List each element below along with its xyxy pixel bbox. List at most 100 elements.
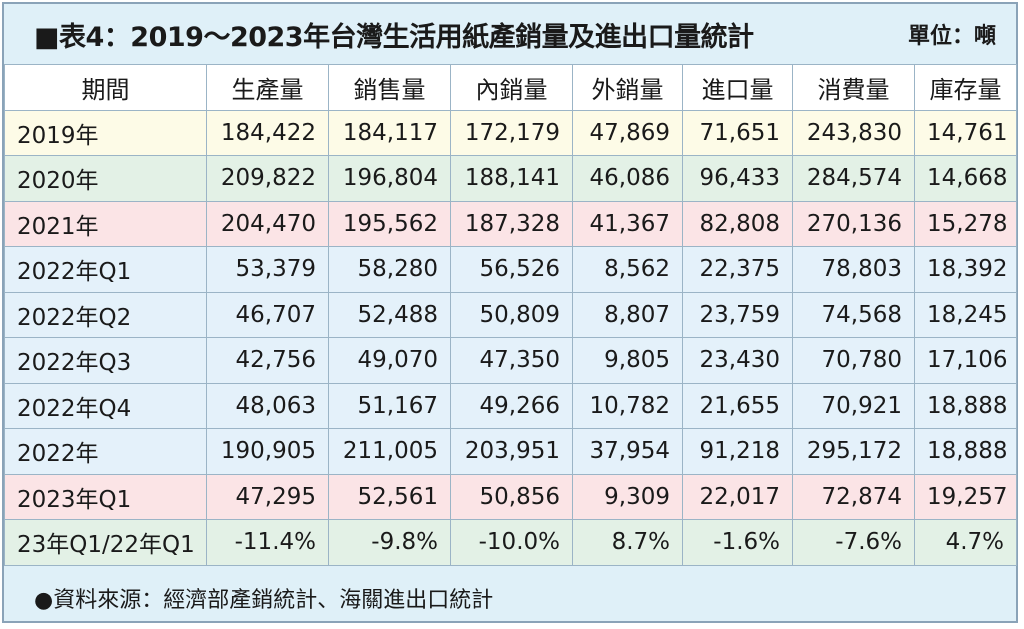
value-cell: 47,350	[450, 337, 573, 384]
value-cell: 52,488	[328, 291, 451, 338]
column-header-consumption: 消費量	[792, 64, 915, 111]
value-cell: 18,888	[914, 382, 1017, 429]
value-cell: 190,905	[206, 428, 329, 475]
value-cell: 14,761	[914, 109, 1017, 156]
table-row: 2022年Q1 53,379 58,280 56,526 8,562 22,375 78,8…	[4, 246, 1017, 293]
period-cell: 2020年	[4, 155, 207, 202]
value-cell: 284,574	[792, 155, 915, 202]
header-row: 期間 生產量 銷售量 內銷量 外銷量 進口量 消費量 庫存量	[4, 64, 1017, 111]
value-cell: 15,278	[914, 200, 1017, 247]
value-cell: 72,874	[792, 473, 915, 520]
value-cell: 9,805	[572, 337, 683, 384]
column-header-production: 生產量	[206, 64, 329, 111]
value-cell: 70,780	[792, 337, 915, 384]
period-cell: 2023年Q1	[4, 473, 207, 520]
value-cell: 46,086	[572, 155, 683, 202]
value-cell: 18,888	[914, 428, 1017, 475]
period-cell: 2022年Q2	[4, 291, 207, 338]
value-cell: 203,951	[450, 428, 573, 475]
period-cell: 2022年	[4, 428, 207, 475]
value-cell: 58,280	[328, 246, 451, 293]
unit-label: 單位：噸	[907, 24, 996, 49]
value-cell: 23,759	[682, 291, 793, 338]
value-cell: 8,807	[572, 291, 683, 338]
column-header-inventory: 庫存量	[914, 64, 1017, 111]
table-row: 2019年 184,422 184,117 172,179 47,869 71,651 24…	[4, 109, 1017, 156]
table-row: 2022年 190,905 211,005 203,951 37,954 91,218 29…	[4, 428, 1017, 475]
period-cell: 2019年	[4, 109, 207, 156]
value-cell: 46,707	[206, 291, 329, 338]
period-cell: 2022年Q1	[4, 246, 207, 293]
table-row: 2022年Q3 42,756 49,070 47,350 9,805 23,430 70,7…	[4, 337, 1017, 384]
title-bar: ■表4：2019～2023年台灣生活用紙產銷量及進出口量統計 單位：噸	[4, 4, 1016, 64]
value-cell: 96,433	[682, 155, 793, 202]
value-cell: 42,756	[206, 337, 329, 384]
value-cell: 50,809	[450, 291, 573, 338]
period-cell: 2021年	[4, 200, 207, 247]
value-cell: 195,562	[328, 200, 451, 247]
value-cell: -9.8%	[328, 519, 451, 566]
value-cell: 53,379	[206, 246, 329, 293]
value-cell: 18,245	[914, 291, 1017, 338]
value-cell: 209,822	[206, 155, 329, 202]
value-cell: 49,070	[328, 337, 451, 384]
period-cell: 2022年Q3	[4, 337, 207, 384]
value-cell: 21,655	[682, 382, 793, 429]
value-cell: 17,106	[914, 337, 1017, 384]
table-row: 2020年 209,822 196,804 188,141 46,086 96,433 28…	[4, 155, 1017, 202]
value-cell: 22,375	[682, 246, 793, 293]
table-body: 2019年 184,422 184,117 172,179 47,869 71,651 24…	[4, 109, 1017, 566]
value-cell: -1.6%	[682, 519, 793, 566]
value-cell: 9,309	[572, 473, 683, 520]
value-cell: 50,856	[450, 473, 573, 520]
value-cell: 70,921	[792, 382, 915, 429]
table-row: 2021年 204,470 195,562 187,328 41,367 82,808 27…	[4, 200, 1017, 247]
value-cell: 196,804	[328, 155, 451, 202]
table-row: 2023年Q1 47,295 52,561 50,856 9,309 22,017 72,8…	[4, 473, 1017, 520]
column-header-import: 進口量	[682, 64, 793, 111]
value-cell: 10,782	[572, 382, 683, 429]
table-row: 23年Q1/22年Q1 -11.4% -9.8% -10.0% 8.7% -1.6% -7.…	[4, 519, 1017, 566]
value-cell: 8.7%	[572, 519, 683, 566]
table-title: ■表4：2019～2023年台灣生活用紙產銷量及進出口量統計	[34, 21, 754, 53]
value-cell: 49,266	[450, 382, 573, 429]
value-cell: -11.4%	[206, 519, 329, 566]
value-cell: 8,562	[572, 246, 683, 293]
value-cell: 52,561	[328, 473, 451, 520]
source-note: ●資料來源：經濟部產銷統計、海關進出口統計	[34, 588, 494, 613]
value-cell: 184,422	[206, 109, 329, 156]
value-cell: 295,172	[792, 428, 915, 475]
value-cell: 47,869	[572, 109, 683, 156]
value-cell: 37,954	[572, 428, 683, 475]
value-cell: 51,167	[328, 382, 451, 429]
value-cell: 71,651	[682, 109, 793, 156]
table-row: 2022年Q4 48,063 51,167 49,266 10,782 21,655 70,…	[4, 382, 1017, 429]
value-cell: 23,430	[682, 337, 793, 384]
column-header-sales: 銷售量	[328, 64, 451, 111]
value-cell: 172,179	[450, 109, 573, 156]
value-cell: -7.6%	[792, 519, 915, 566]
value-cell: 243,830	[792, 109, 915, 156]
value-cell: 22,017	[682, 473, 793, 520]
value-cell: 82,808	[682, 200, 793, 247]
value-cell: 47,295	[206, 473, 329, 520]
value-cell: 187,328	[450, 200, 573, 247]
table-row: 2022年Q2 46,707 52,488 50,809 8,807 23,759 74,5…	[4, 291, 1017, 338]
value-cell: -10.0%	[450, 519, 573, 566]
value-cell: 56,526	[450, 246, 573, 293]
period-cell: 23年Q1/22年Q1	[4, 519, 207, 566]
value-cell: 41,367	[572, 200, 683, 247]
value-cell: 184,117	[328, 109, 451, 156]
value-cell: 78,803	[792, 246, 915, 293]
value-cell: 4.7%	[914, 519, 1017, 566]
column-header-period: 期間	[4, 64, 207, 111]
column-header-export: 外銷量	[572, 64, 683, 111]
value-cell: 48,063	[206, 382, 329, 429]
value-cell: 211,005	[328, 428, 451, 475]
value-cell: 204,470	[206, 200, 329, 247]
table-frame: ■表4：2019～2023年台灣生活用紙產銷量及進出口量統計 單位：噸 期間 生…	[2, 2, 1018, 623]
statistics-table: 期間 生產量 銷售量 內銷量 外銷量 進口量 消費量 庫存量 2019年 184,…	[4, 64, 1017, 566]
value-cell: 19,257	[914, 473, 1017, 520]
value-cell: 74,568	[792, 291, 915, 338]
period-cell: 2022年Q4	[4, 382, 207, 429]
